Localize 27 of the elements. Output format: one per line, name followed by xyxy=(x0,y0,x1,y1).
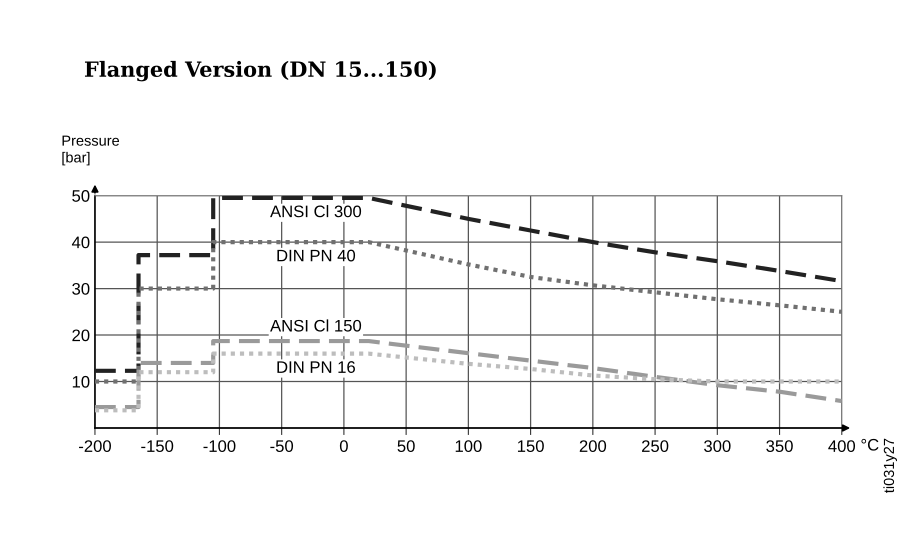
x-tick-label: 400 xyxy=(828,440,856,452)
x-tick-label: 200 xyxy=(580,440,606,452)
x-tick-label: 350 xyxy=(766,440,793,452)
x-tick-label: -200 xyxy=(79,440,111,452)
x-tick-label: -100 xyxy=(203,440,236,452)
x-tick-label: 50 xyxy=(398,440,415,452)
x-tick-label: 150 xyxy=(518,440,544,452)
x-axis-title: °C xyxy=(861,438,879,451)
x-tick-label: 0 xyxy=(340,440,348,452)
chart-title: Flanged Version (DN 15...150) xyxy=(84,60,436,82)
x-tick-label: 100 xyxy=(456,440,482,452)
text: ti031y27 xyxy=(883,438,897,493)
x-tick-label: -50 xyxy=(270,440,294,452)
y-axis-title: Pressure [bar] xyxy=(62,136,120,166)
line-series xyxy=(94,339,842,410)
x-tick-label: 250 xyxy=(642,440,668,452)
y-tick-label: 30 xyxy=(72,282,90,295)
x-tick-label: -150 xyxy=(141,440,174,452)
series-label: DIN PN 16 xyxy=(277,361,355,373)
series-label: DIN PN 40 xyxy=(277,250,356,262)
y-tick-label: 20 xyxy=(72,329,90,342)
y-tick-label: 40 xyxy=(72,236,90,248)
series-label: ANSI Cl 150 xyxy=(270,319,362,332)
x-tick-label: 300 xyxy=(704,440,731,452)
series-label: ANSI Cl 300 xyxy=(270,205,362,218)
y-tick-label: 10 xyxy=(72,376,90,388)
y-tick-label: 50 xyxy=(72,190,90,202)
